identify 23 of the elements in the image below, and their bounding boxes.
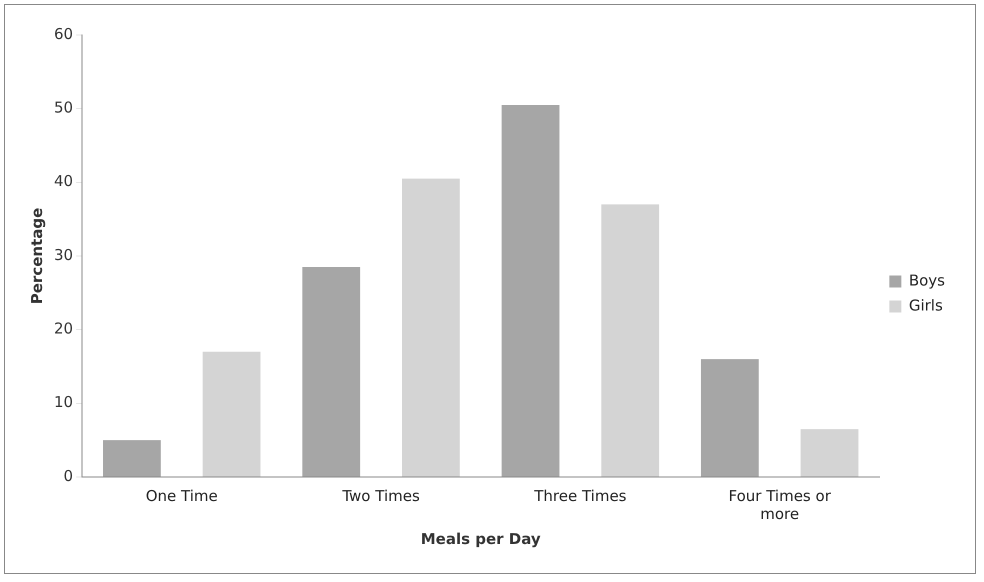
y-tick-label: 20 <box>54 320 74 338</box>
bar <box>700 359 759 476</box>
x-tick-label: Three Times <box>533 486 627 505</box>
y-tick-label: 0 <box>64 466 74 485</box>
y-tick-label: 30 <box>54 246 74 264</box>
x-tick-label: Four Times or more <box>728 486 832 523</box>
bar <box>302 267 360 476</box>
legend-label: Girls <box>908 296 943 314</box>
y-tick-label: 40 <box>54 172 74 190</box>
bar <box>601 204 660 476</box>
x-tick-label: Two Times <box>341 486 420 505</box>
bar <box>202 352 260 476</box>
x-tick-label: One Time <box>146 486 218 505</box>
bar <box>502 104 560 476</box>
y-tick-label: 50 <box>54 98 74 117</box>
bar <box>800 429 858 476</box>
y-tick-label: 10 <box>54 393 74 412</box>
bar <box>402 178 460 476</box>
y-tick-label: 60 <box>54 24 74 43</box>
y-axis-title: Percentage <box>28 208 46 304</box>
legend-label: Boys <box>908 271 946 290</box>
bar <box>103 440 161 476</box>
x-axis-title: Meals per Day <box>420 530 541 548</box>
